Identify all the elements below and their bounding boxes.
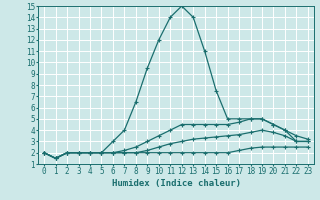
X-axis label: Humidex (Indice chaleur): Humidex (Indice chaleur) — [111, 179, 241, 188]
